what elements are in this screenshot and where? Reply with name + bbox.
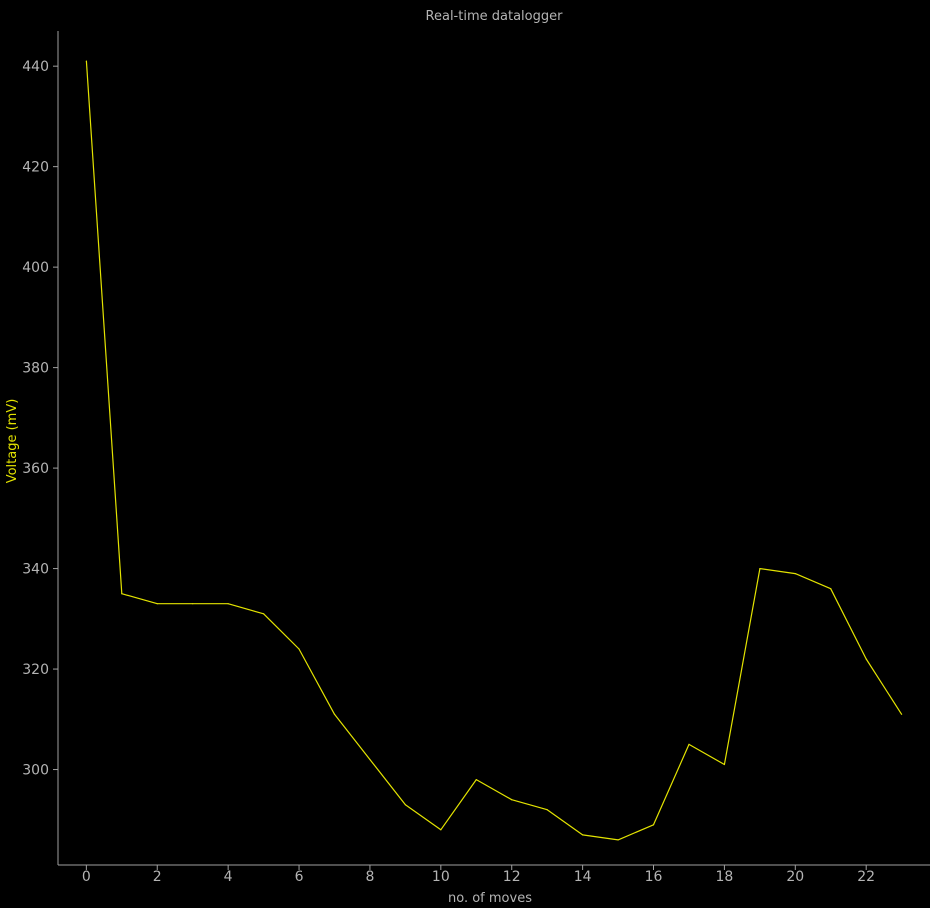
data-point: [688, 743, 690, 746]
x-tick-label: 2: [153, 869, 162, 885]
y-tick-label: 380: [22, 361, 49, 377]
x-tick-label: 20: [786, 869, 804, 885]
data-point: [652, 824, 655, 826]
x-tick-label: 4: [224, 869, 233, 885]
data-point: [156, 603, 158, 605]
x-tick-label: 22: [857, 869, 875, 885]
data-point: [759, 568, 761, 570]
data-point: [369, 758, 371, 761]
data-point: [192, 603, 194, 605]
data-point: [227, 603, 229, 605]
x-tick-label: 16: [645, 869, 663, 885]
y-tick-label: 320: [22, 662, 49, 678]
data-point: [263, 613, 265, 615]
x-tick-label: 6: [295, 869, 304, 885]
x-tick-label: 12: [503, 869, 521, 885]
data-point: [333, 713, 336, 715]
data-point: [723, 763, 726, 766]
x-tick-label: 18: [715, 869, 733, 885]
data-point: [440, 829, 442, 831]
x-tick-label: 0: [82, 869, 91, 885]
y-tick-label: 360: [22, 461, 49, 477]
data-point: [546, 809, 548, 811]
data-point: [475, 779, 477, 781]
data-point: [582, 834, 584, 836]
data-point: [865, 658, 867, 660]
series-group: [85, 60, 903, 841]
x-ticks: 0 2 4 6 8 10 12 14 16 18 20 22: [82, 865, 875, 885]
y-tick-label: 440: [22, 59, 49, 75]
data-point: [617, 839, 619, 841]
data-point: [85, 60, 87, 62]
data-point: [121, 593, 123, 595]
series-line: [85, 61, 903, 841]
data-point: [511, 799, 513, 801]
y-tick-label: 420: [22, 160, 49, 176]
y-axis-label: Voltage (mV): [5, 399, 20, 484]
x-tick-label: 8: [365, 869, 374, 885]
y-tick-label: 300: [22, 763, 49, 779]
y-tick-label: 340: [22, 562, 49, 578]
x-tick-label: 14: [574, 869, 592, 885]
x-axis-label: no. of moves: [448, 891, 532, 906]
data-point: [830, 588, 832, 590]
data-point: [298, 648, 300, 650]
x-tick-label: 10: [432, 869, 450, 885]
y-tick-label: 400: [22, 260, 49, 276]
y-ticks: 300 320 340 360 380 400 420 440: [22, 59, 58, 779]
data-point: [794, 573, 796, 575]
chart-title: Real-time datalogger: [426, 9, 564, 24]
data-point: [404, 804, 406, 806]
data-point: [901, 713, 903, 715]
